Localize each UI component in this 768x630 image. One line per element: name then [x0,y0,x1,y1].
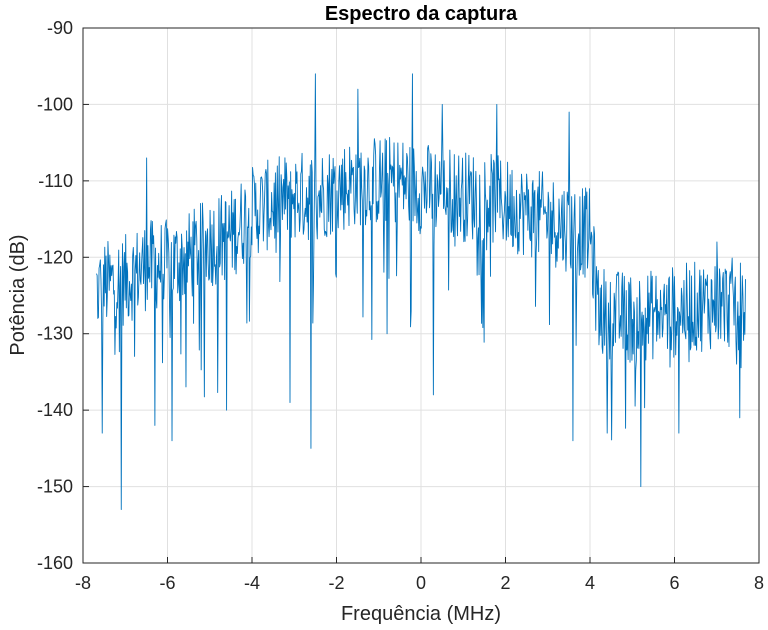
y-tick-label: -130 [37,324,73,344]
y-tick-label: -100 [37,94,73,114]
y-tick-label: -120 [37,247,73,267]
y-tick-label: -110 [38,171,73,191]
x-tick-label: -4 [244,573,260,593]
axis-ticks [82,27,760,564]
y-tick-label: -90 [47,18,73,38]
x-tick-labels: -8 -6 -4 -2 0 2 4 6 8 [75,573,764,593]
x-tick-label: -2 [328,573,344,593]
x-tick-label: -8 [75,573,91,593]
y-tick-label: -160 [37,553,73,573]
x-tick-label: 0 [416,573,426,593]
y-axis-title: Potência (dB) [7,234,29,355]
x-tick-label: 8 [754,573,764,593]
y-tick-labels: -90 -100 -110 -120 -130 -140 -150 -160 [37,18,73,573]
x-tick-label: 6 [669,573,679,593]
y-tick-label: -140 [37,400,73,420]
y-tick-label: -150 [37,477,73,497]
chart-title: Espectro da captura [325,3,518,25]
x-tick-label: 2 [500,573,510,593]
x-tick-label: 4 [585,573,595,593]
x-axis-title: Frequência (MHz) [341,603,501,625]
x-tick-label: -6 [159,573,175,593]
spectrum-line [96,73,746,510]
data-layer [96,73,746,510]
